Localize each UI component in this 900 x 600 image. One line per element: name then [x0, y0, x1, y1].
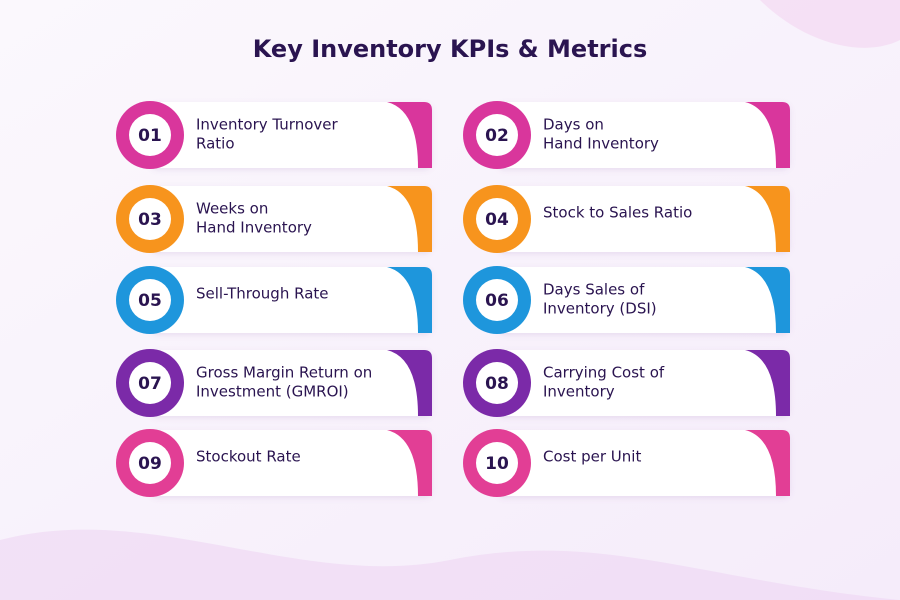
card-tab: [387, 350, 432, 416]
card-body: [150, 430, 432, 496]
decor-wave: [0, 529, 900, 600]
card-body: [497, 102, 790, 168]
number: 04: [485, 210, 509, 230]
number-inner: [129, 114, 171, 156]
card-tab: [745, 430, 790, 496]
kpi-label: Ratio: [196, 135, 235, 153]
number: 09: [138, 454, 162, 474]
kpi-label: Cost per Unit: [543, 448, 641, 466]
kpi-card: 10 Cost per Unit: [463, 429, 790, 497]
card-body: [497, 350, 790, 416]
number-inner: [129, 442, 171, 484]
kpi-label: Sell-Through Rate: [196, 285, 329, 303]
card-body: [497, 430, 790, 496]
card-body: [150, 102, 432, 168]
number-inner: [476, 279, 518, 321]
card-tab: [745, 267, 790, 333]
kpi-card: 05 Sell-Through Rate: [116, 266, 432, 334]
number: 05: [138, 291, 162, 311]
card-tab: [745, 186, 790, 252]
card-tab: [387, 267, 432, 333]
number: 02: [485, 126, 509, 146]
number: 06: [485, 291, 509, 311]
title: Key Inventory KPIs & Metrics: [253, 35, 648, 63]
number-inner: [476, 198, 518, 240]
kpi-label: Days Sales of: [543, 281, 645, 299]
card-tab: [745, 350, 790, 416]
number-inner: [476, 114, 518, 156]
card-body: [150, 267, 432, 333]
card-body: [497, 186, 790, 252]
kpi-label: Weeks on: [196, 200, 268, 218]
kpi-label: Stock to Sales Ratio: [543, 204, 692, 222]
card-tab: [387, 430, 432, 496]
kpi-label: Inventory (DSI): [543, 300, 657, 318]
kpi-label: Gross Margin Return on: [196, 364, 372, 382]
card-body: [497, 267, 790, 333]
card-tab: [745, 102, 790, 168]
number: 10: [485, 454, 509, 474]
number: 07: [138, 374, 162, 394]
kpi-label: Hand Inventory: [196, 219, 312, 237]
number-inner: [129, 279, 171, 321]
card-body: [150, 350, 432, 416]
number-inner: [129, 198, 171, 240]
kpi-card: 04 Stock to Sales Ratio: [463, 185, 790, 253]
number-inner: [129, 362, 171, 404]
kpi-card: 09 Stockout Rate: [116, 429, 432, 497]
kpi-label: Inventory: [543, 383, 615, 401]
number: 03: [138, 210, 162, 230]
kpi-label: Carrying Cost of: [543, 364, 665, 382]
decor-wave: [760, 0, 900, 48]
kpi-label: Inventory Turnover: [196, 116, 338, 134]
number-inner: [476, 442, 518, 484]
card-tab: [387, 186, 432, 252]
kpi-label: Hand Inventory: [543, 135, 659, 153]
number: 08: [485, 374, 509, 394]
kpi-label: Investment (GMROI): [196, 383, 349, 401]
kpi-label: Stockout Rate: [196, 448, 301, 466]
card-tab: [387, 102, 432, 168]
number-inner: [476, 362, 518, 404]
card-body: [150, 186, 432, 252]
number: 01: [138, 126, 162, 146]
kpi-label: Days on: [543, 116, 604, 134]
